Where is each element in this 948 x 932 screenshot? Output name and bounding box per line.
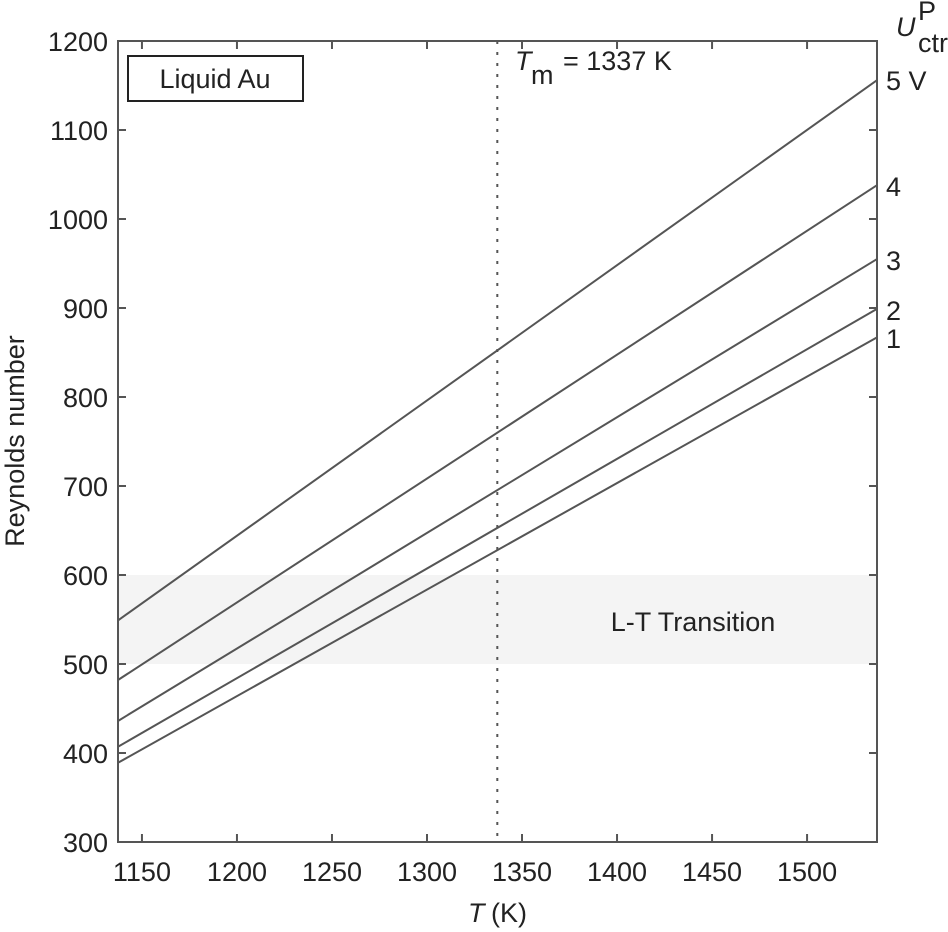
series-label-5v: 5 V (886, 66, 927, 96)
liquid-au-label: Liquid Au (159, 64, 270, 94)
series-line-1v (117, 336, 878, 764)
x-tick-label: 1150 (113, 857, 171, 887)
x-tick-label: 1250 (302, 857, 362, 887)
melting-point-label: T m = 1337 K (515, 46, 672, 90)
y-tick-label: 900 (63, 294, 108, 324)
x-tick-label: 1200 (207, 857, 267, 887)
x-tick-label: 1300 (397, 857, 457, 887)
band-label: L-T Transition (611, 607, 776, 637)
series-label-3v: 3 (886, 246, 901, 276)
y-tick-label: 400 (63, 739, 108, 769)
series-line-2v (117, 308, 878, 748)
svg-text:T: T (515, 46, 534, 76)
series-lines (117, 79, 878, 764)
series-label-1v: 1 (886, 324, 901, 354)
y-tick-label: 800 (63, 383, 108, 413)
svg-text:U: U (896, 12, 916, 42)
y-tick-label: 300 (63, 828, 108, 858)
svg-text:ctr: ctr (918, 28, 948, 58)
svg-text:m: m (531, 60, 554, 90)
axes-frame (117, 40, 878, 843)
series-label-4v: 4 (886, 172, 901, 202)
tick-labels: 1150 1200 1250 1300 1350 1400 1450 1500 300 400 50… (48, 27, 837, 887)
x-tick-label: 1350 (492, 857, 552, 887)
x-axis-title: T (K) (468, 898, 527, 928)
series-line-5v (117, 79, 878, 622)
y-tick-label: 600 (63, 561, 108, 591)
series-line-3v (117, 258, 878, 722)
liquid-au-box: Liquid Au (127, 55, 304, 102)
svg-text:= 1337 K: = 1337 K (563, 46, 672, 76)
x-tick-label: 1400 (587, 857, 647, 887)
y-tick-label: 700 (63, 472, 108, 502)
series-labels: 5 V 4 3 21 (886, 66, 927, 354)
y-tick-label: 1100 (50, 116, 108, 146)
y-axis-title: Reynolds number (0, 335, 30, 547)
axes (117, 40, 878, 843)
svg-text:T: T (468, 898, 487, 928)
series-line-4v (117, 184, 878, 681)
x-tick-label: 1450 (682, 857, 742, 887)
svg-text:P: P (918, 0, 936, 26)
legend-title: U P ctr (896, 0, 948, 58)
series-label-2v: 2 (886, 296, 901, 326)
band-rect (118, 575, 877, 664)
x-tick-label: 1500 (777, 857, 837, 887)
svg-text:(K): (K) (491, 898, 527, 928)
lt-transition-band (118, 575, 877, 664)
y-tick-label: 1000 (48, 205, 108, 235)
y-tick-label: 1200 (48, 27, 108, 57)
y-tick-label: 500 (63, 650, 108, 680)
